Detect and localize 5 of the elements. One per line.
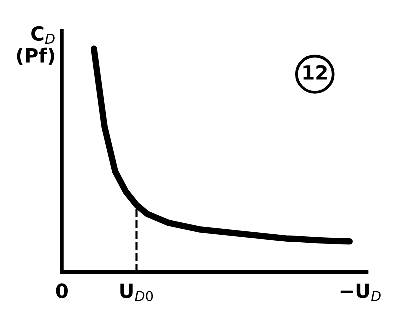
y-axis-title: C$_{D}$ (Pf)	[17, 26, 55, 66]
x-tick-label: 0	[56, 284, 68, 298]
annotation: 12	[304, 65, 327, 80]
x-tick-label: U$_{D0}$	[120, 284, 154, 302]
x-tick-label: −U$_{D}$	[340, 284, 381, 302]
